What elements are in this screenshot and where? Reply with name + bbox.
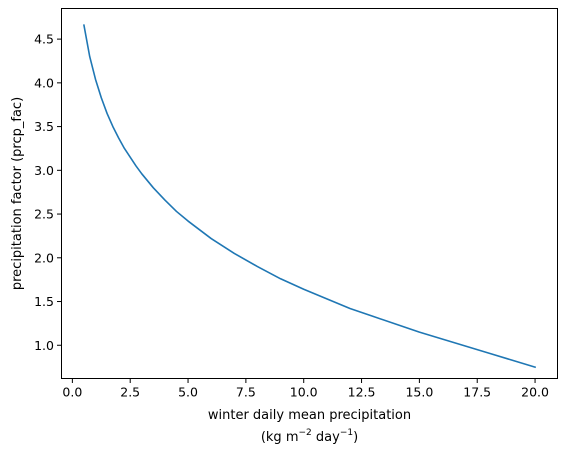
x-axis-label-line2: (kg m−2 day−1) <box>261 428 358 445</box>
plot-area <box>83 24 537 369</box>
x-tick-label: 5.0 <box>178 385 198 400</box>
x-tick-label: 20.0 <box>521 385 549 400</box>
x-tick-label: 15.0 <box>405 385 433 400</box>
y-tick-label: 4.5 <box>34 32 54 47</box>
axes-frame <box>61 8 558 379</box>
y-tick-label: 3.5 <box>34 119 54 134</box>
x-tick-label: 0.0 <box>62 385 82 400</box>
x-tick-label: 2.5 <box>120 385 140 400</box>
y-axis: 1.0 1.5 2.0 2.5 3.0 3.5 4.0 4.5 <box>34 32 62 353</box>
y-tick-label: 4.0 <box>34 75 54 90</box>
y-axis-label: precipitation factor (prcp_fac) <box>10 97 25 290</box>
y-tick-label: 2.5 <box>34 207 54 222</box>
x-tick-label: 17.5 <box>463 385 491 400</box>
y-tick-label: 3.0 <box>34 163 54 178</box>
x-axis: 0.0 2.5 5.0 7.5 10.0 12.5 15.0 17.5 20.0 <box>62 378 549 400</box>
y-tick-label: 2.0 <box>34 250 54 265</box>
y-tick-label: 1.5 <box>34 294 54 309</box>
series-line <box>83 24 537 369</box>
x-tick-label: 7.5 <box>236 385 256 400</box>
x-tick-label: 10.0 <box>290 385 318 400</box>
x-axis-label-line1: winter daily mean precipitation <box>208 408 411 423</box>
x-tick-label: 12.5 <box>348 385 376 400</box>
y-tick-label: 1.0 <box>34 338 54 353</box>
